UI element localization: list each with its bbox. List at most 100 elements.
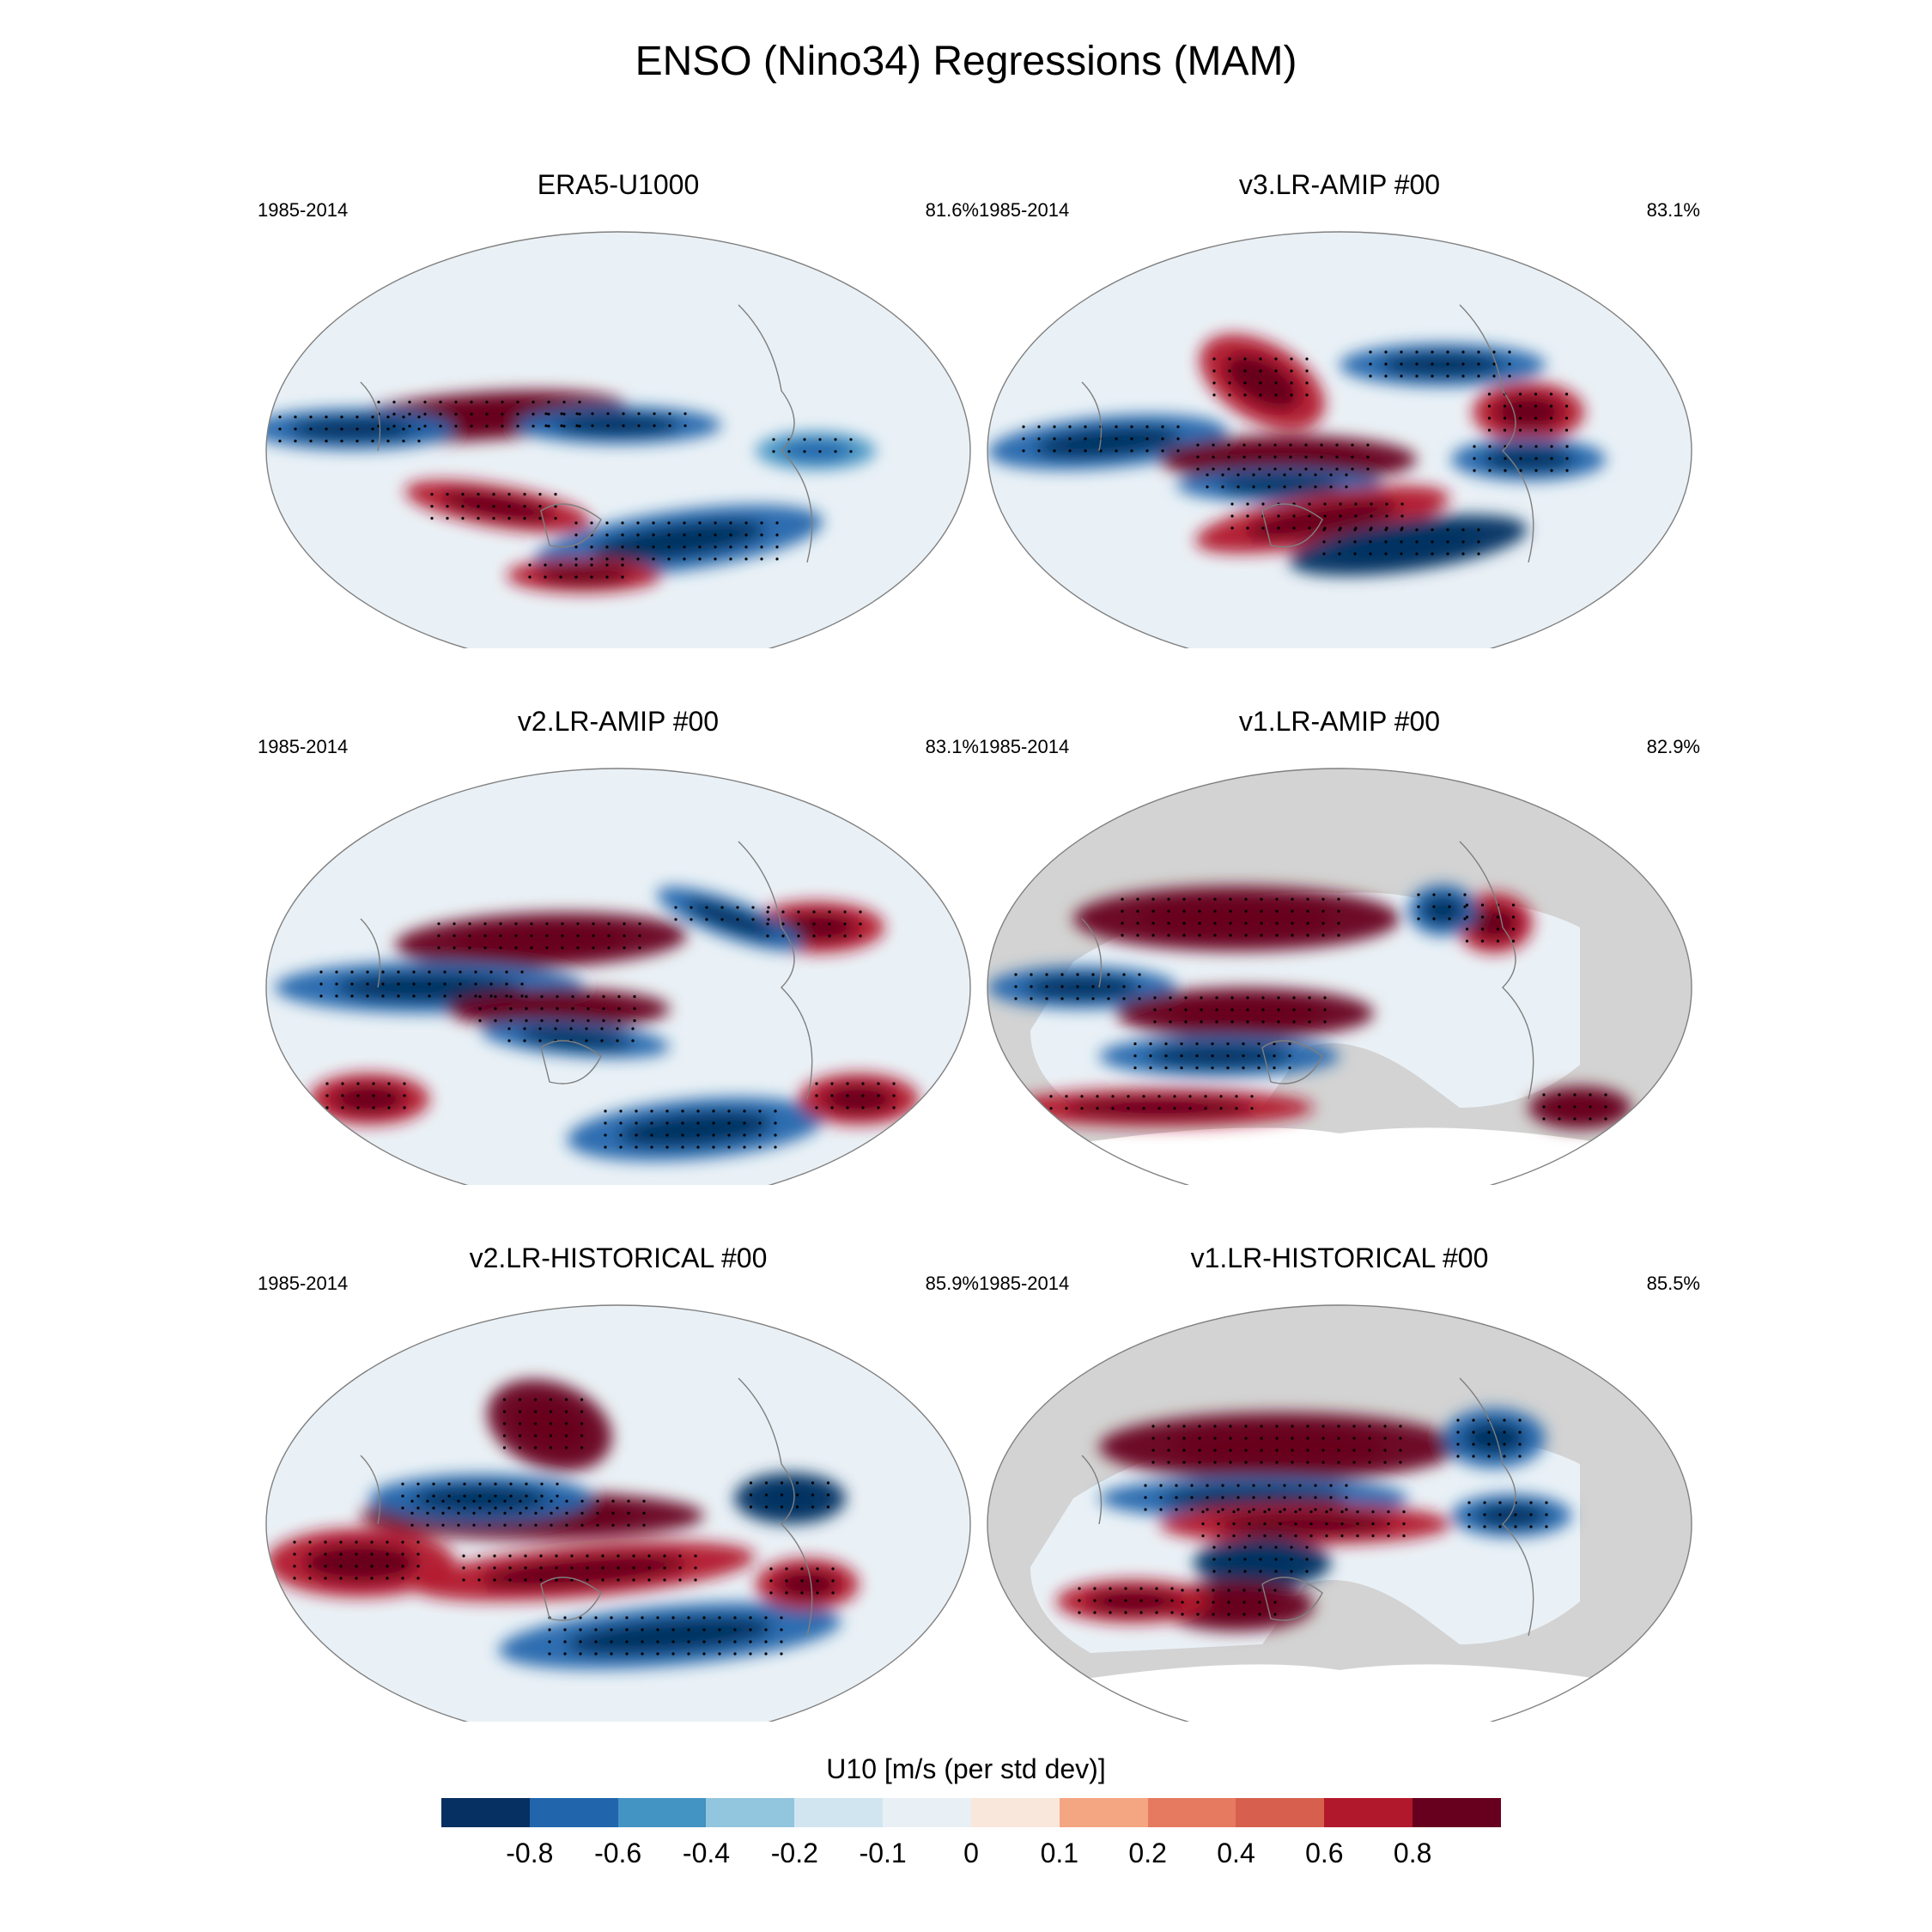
colorbar-tick-label: 0 [963, 1838, 979, 1868]
significance-dot [1283, 1496, 1286, 1499]
significance-dot [1212, 1558, 1216, 1561]
significance-dot [1369, 362, 1372, 366]
significance-dot [1078, 1599, 1081, 1602]
significance-dot [505, 982, 508, 986]
significance-dot [1198, 921, 1201, 925]
significance-dot [1246, 996, 1249, 999]
significance-dot [1477, 540, 1480, 544]
panel-title: ERA5-U1000 [537, 169, 700, 200]
significance-dot [1352, 1425, 1356, 1428]
significance-dot [575, 424, 579, 428]
significance-dot [1014, 997, 1018, 1000]
significance-dot [494, 1494, 497, 1498]
significance-dot [1045, 985, 1048, 988]
significance-dot [818, 438, 822, 441]
significance-dot [1321, 909, 1325, 913]
significance-dot [774, 1145, 777, 1149]
significance-dot [1472, 1443, 1475, 1446]
significance-dot [571, 1019, 574, 1023]
significance-dot [562, 412, 566, 416]
significance-dot [1212, 1589, 1215, 1592]
significance-dot [1170, 1599, 1174, 1602]
significance-dot [508, 1566, 512, 1570]
significance-dot [1292, 514, 1296, 518]
significance-dot [1037, 425, 1041, 428]
significance-dot [744, 521, 748, 525]
significance-dot [544, 575, 547, 579]
significance-dot [775, 557, 779, 561]
significance-dot [780, 1481, 784, 1485]
significance-dot [760, 545, 763, 549]
significance-dot [1198, 897, 1201, 901]
significance-dot [849, 450, 853, 453]
significance-dot [1093, 1587, 1097, 1590]
significance-dot [563, 1616, 567, 1619]
significance-dot [766, 910, 769, 914]
significance-dot [1518, 416, 1522, 420]
significance-dot [459, 994, 462, 998]
significance-dot [623, 934, 626, 938]
significance-dot [1109, 1611, 1112, 1614]
significance-dot [1329, 1484, 1333, 1487]
significance-dot [780, 1505, 784, 1509]
significance-dot [828, 910, 831, 914]
significance-dot [800, 1567, 804, 1571]
significance-dot [795, 1493, 799, 1497]
significance-dot [507, 517, 511, 520]
significance-dot [1283, 473, 1286, 477]
significance-dot [635, 1145, 638, 1149]
significance-dot [1291, 1461, 1294, 1464]
anomaly-core-4 [1147, 1044, 1291, 1068]
significance-dot [638, 934, 641, 938]
significance-dot [494, 1019, 497, 1023]
panel-percentage: 83.1% [925, 736, 979, 757]
significance-dot [1260, 909, 1263, 913]
anomaly-core-6 [538, 566, 630, 585]
significance-dot [1211, 1054, 1214, 1058]
significance-dot [1322, 528, 1326, 532]
significance-dot [386, 1552, 389, 1556]
significance-dot [1244, 1425, 1248, 1428]
significance-dot [1236, 1484, 1240, 1487]
significance-dot [371, 440, 374, 443]
significance-dot [492, 505, 495, 508]
significance-dot [1314, 1508, 1317, 1511]
significance-dot [423, 412, 427, 416]
significance-dot [1115, 449, 1118, 453]
significance-dot [474, 994, 477, 998]
significance-dot [749, 1640, 752, 1643]
significance-dot [769, 1579, 773, 1583]
significance-dot [437, 946, 440, 950]
significance-dot [591, 424, 594, 428]
significance-dot [652, 533, 655, 537]
significance-dot [1273, 1613, 1277, 1616]
significance-dot [509, 995, 513, 999]
significance-dot [1259, 369, 1262, 373]
significance-dot [1290, 393, 1293, 397]
anomaly-core-4 [591, 520, 766, 562]
significance-dot [1308, 1008, 1311, 1012]
significance-dot [586, 1566, 589, 1570]
significance-dot [1068, 437, 1072, 440]
significance-dot [1589, 1117, 1592, 1121]
significance-dot [1037, 449, 1041, 453]
significance-dot [459, 970, 462, 974]
significance-dot [1321, 933, 1325, 937]
panel-period: 1985-2014 [979, 736, 1070, 757]
significance-dot [743, 1109, 746, 1113]
map-plot-4 [987, 768, 1692, 1185]
significance-dot [1267, 485, 1271, 489]
significance-dot [604, 1133, 607, 1137]
significance-dot [1366, 443, 1370, 447]
significance-dot [1400, 540, 1403, 544]
significance-dot [1196, 467, 1200, 471]
significance-dot [683, 545, 686, 549]
significance-dot [416, 1482, 420, 1485]
significance-dot [764, 1640, 768, 1643]
significance-dot [1290, 357, 1293, 361]
significance-dot [1161, 425, 1164, 428]
significance-dot [1472, 1455, 1475, 1458]
significance-dot [508, 1578, 512, 1582]
significance-dot [1477, 528, 1480, 532]
significance-dot [1519, 469, 1522, 472]
